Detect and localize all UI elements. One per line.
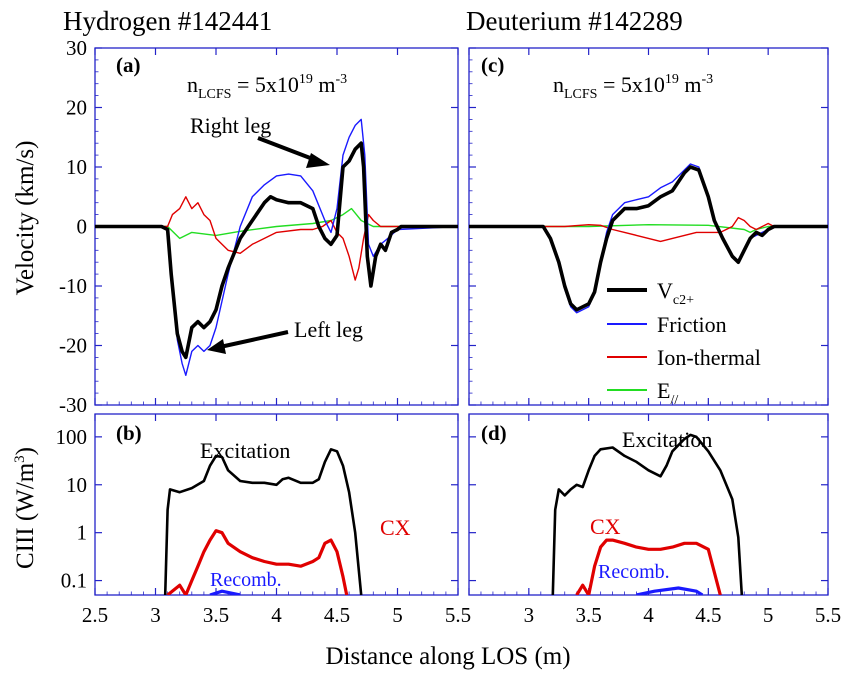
series-line-ionthermal [95, 196, 458, 281]
annotation-recomb-d: Recomb. [598, 561, 670, 583]
series-line-e [95, 207, 458, 240]
panel-label-d: (d) [481, 421, 507, 445]
annotation-cx-d: CX [590, 514, 621, 539]
density-label-a: nLCFS = 5x1019 m-3 [187, 72, 347, 102]
y-tick-label: -20 [59, 334, 87, 358]
x-tick-label: 5.5 [445, 603, 471, 627]
x-tick-label: 4 [271, 603, 282, 627]
annotation-left-leg: Left leg [294, 317, 363, 342]
x-axis-title: Distance along LOS (m) [325, 643, 570, 670]
series-line-excitation [551, 433, 744, 595]
panel-label-c: (c) [481, 53, 504, 77]
annotation-excitation-d: Excitation [622, 427, 712, 452]
right-title: Deuterium #142289 [466, 6, 683, 36]
y-tick-label: 0.1 [61, 569, 87, 593]
annotation-excitation-b: Excitation [200, 438, 290, 463]
annotation-cx-b: CX [380, 515, 411, 540]
arrow-right-leg [257, 136, 330, 168]
y-tick-label: -10 [59, 274, 87, 298]
y-tick-label: 1 [77, 521, 88, 545]
panel-label-b: (b) [116, 421, 142, 445]
x-tick-label: 4.5 [324, 603, 350, 627]
ciii-axis-main: CIII (W/m [12, 462, 39, 569]
x-tick-label: 4.5 [695, 603, 721, 627]
y-tick-label: 10 [66, 155, 87, 179]
y-tick-label: 0 [77, 215, 88, 239]
ciii-axis-title: CIII (W/m3) [12, 447, 39, 569]
panel-label-a: (a) [116, 53, 141, 77]
legend-label-vc2: Vc2+ [657, 278, 694, 308]
series-line-cx [166, 529, 349, 595]
y-tick-label: -30 [59, 393, 87, 417]
x-tick-label: 2.5 [82, 603, 108, 627]
series-line-cx [575, 538, 722, 595]
velocity-axis-title: Velocity (km/s) [12, 141, 39, 296]
series-line-recomb [636, 586, 704, 595]
y-tick-label: 20 [66, 96, 87, 120]
left-title: Hydrogen #142441 [63, 6, 273, 36]
legend-label-epar: E// [657, 378, 678, 408]
x-tick-label: 5.5 [815, 603, 841, 627]
series-line-friction [95, 118, 458, 376]
x-tick-label: 3 [524, 603, 535, 627]
panel-1 [468, 47, 829, 406]
panel-2: 100 10 1 0.1 2.5 3 3.5 4 4.5 5 5.5 [56, 413, 471, 627]
panel-3: 3 3.5 4 4.5 5 5.5 [468, 413, 841, 627]
x-tick-label: 4 [643, 603, 654, 627]
annotation-right-leg: Right leg [190, 113, 271, 138]
panel-0: 30 20 10 0 -10 -20 -30 [59, 36, 459, 417]
legend-label-ionthermal: Ion-thermal [657, 345, 761, 370]
series-line-v [469, 165, 828, 312]
legend-label-friction: Friction [657, 312, 727, 337]
x-tick-label: 5 [763, 603, 774, 627]
series-line-recomb [209, 589, 241, 595]
legend: Vc2+ Friction Ion-thermal E// [607, 278, 761, 408]
density-label-c: nLCFS = 5x1019 m-3 [553, 72, 713, 102]
x-tick-label: 3 [150, 603, 161, 627]
ciii-axis-end: ) [12, 447, 39, 455]
ciii-axis-sup: 3 [12, 455, 28, 463]
series-line-ionthermal [469, 216, 828, 243]
x-tick-label: 3.5 [576, 603, 602, 627]
annotation-recomb-b: Recomb. [210, 569, 282, 591]
x-tick-label: 5 [392, 603, 403, 627]
series-line-v [95, 141, 458, 360]
y-tick-label: 10 [66, 473, 87, 497]
y-tick-label: 30 [66, 36, 87, 60]
series-line-excitation [163, 448, 363, 595]
y-tick-label: 100 [56, 425, 88, 449]
arrow-left-leg [207, 330, 289, 354]
x-tick-label: 3.5 [203, 603, 229, 627]
